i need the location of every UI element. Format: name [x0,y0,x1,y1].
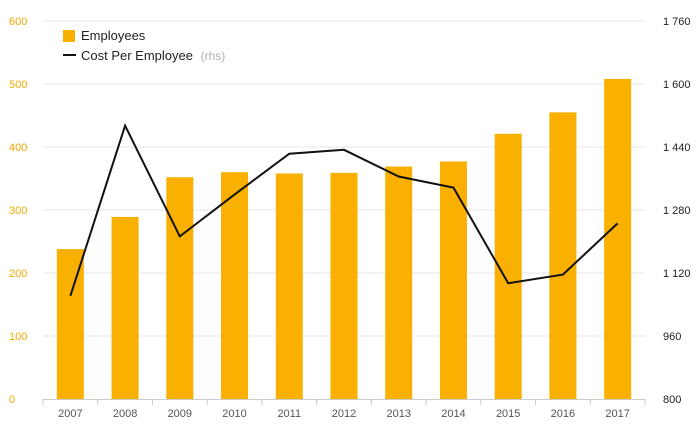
left-tick-label: 500 [9,79,27,91]
bar-employees-2014 [439,161,467,399]
right-tick-label: 1 280 [663,205,691,217]
right-tick-label: 1 760 [663,16,691,28]
right-tick-label: 1 120 [663,268,691,280]
x-tick-label: 2012 [332,408,356,420]
bar-employees-2012 [330,172,358,399]
bar-employees-2008 [111,216,139,399]
legend: Employees Cost Per Employee (rhs) [63,28,225,63]
legend-label-cost-per-employee-name: Cost Per Employee [81,48,193,63]
left-tick-label: 100 [9,331,27,343]
x-tick-label: 2010 [222,408,246,420]
x-tick-label: 2007 [58,408,82,420]
legend-label-employees: Employees [81,28,146,43]
left-tick-label: 200 [9,268,27,280]
x-tick-label: 2011 [277,408,301,420]
bar-employees-2017 [604,78,632,400]
left-tick-label: 600 [9,16,27,28]
bar-employees-2013 [385,166,413,399]
right-tick-label: 960 [663,331,681,343]
bar-series [56,78,632,400]
axes [42,399,646,405]
line-cost-per-employee [69,123,619,297]
right-tick-label: 800 [663,394,681,406]
x-axis-ticks: 2007 2008 2009 2010 2011 2012 2013 2014 2015 2016… [58,408,630,420]
left-tick-label: 400 [9,142,27,154]
x-tick-label: 2013 [386,408,410,420]
left-axis-ticks: 0 100 200 300 400 500 600 [9,16,27,406]
bar-employees-2010 [221,172,249,399]
bar-employees-2016 [549,112,577,399]
x-tick-label: 2009 [168,408,192,420]
bar-employees-2009 [166,177,194,399]
right-tick-label: 1 440 [663,142,691,154]
x-tick-label: 2016 [551,408,575,420]
left-tick-label: 300 [9,205,27,217]
right-tick-label: 1 600 [663,79,691,91]
x-tick-label: 2017 [605,408,629,420]
left-tick-label: 0 [9,394,15,406]
x-tick-label: 2014 [441,408,465,420]
line-series [69,123,619,297]
legend-swatch-employees [63,30,75,42]
legend-label-cost-per-employee: Cost Per Employee (rhs) [81,48,225,63]
right-axis-ticks: 800 960 1 120 1 280 1 440 1 600 1 760 [663,16,691,406]
x-tick-label: 2015 [496,408,520,420]
x-tick-label: 2008 [113,408,137,420]
bar-employees-2011 [275,173,303,399]
bar-employees-2007 [56,249,84,399]
legend-label-rhs-suffix: (rhs) [201,49,226,63]
